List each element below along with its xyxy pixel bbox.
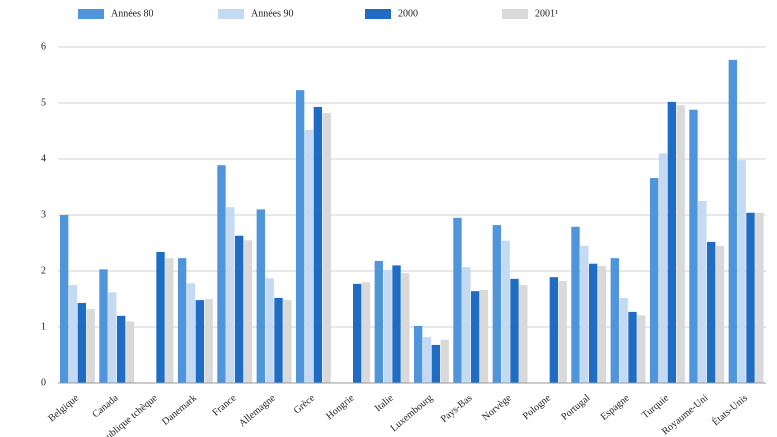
bar	[715, 245, 725, 383]
bar	[274, 297, 283, 383]
bar	[737, 160, 746, 383]
bar	[698, 201, 707, 383]
bar	[59, 215, 69, 383]
bar	[177, 258, 187, 383]
y-tick-label: 0	[41, 377, 46, 388]
bar	[431, 344, 441, 383]
legend-label: 2000	[398, 8, 418, 19]
legend-label: 2001¹	[535, 8, 558, 19]
bar	[353, 283, 362, 383]
x-tick-label: Italie	[373, 392, 396, 414]
bar	[637, 315, 646, 383]
bar	[580, 245, 589, 383]
bar	[322, 113, 331, 383]
bar	[501, 240, 510, 383]
x-tick-label: États-Unis	[710, 392, 750, 428]
x-tick-label: France	[210, 392, 238, 418]
bar	[68, 285, 78, 383]
bar	[519, 285, 528, 383]
bar	[86, 309, 95, 383]
bar	[755, 212, 764, 383]
bar	[108, 292, 117, 383]
bar	[597, 265, 607, 383]
bar	[383, 269, 392, 383]
bar	[471, 291, 480, 383]
bar	[492, 225, 501, 383]
bar	[728, 59, 737, 383]
legend-swatch	[365, 9, 391, 19]
y-tick-label: 1	[41, 321, 46, 332]
bar	[707, 241, 716, 383]
bar	[156, 251, 165, 383]
y-tick-label: 2	[41, 265, 46, 276]
y-tick-label: 6	[41, 41, 46, 52]
x-tick-label: Allemagne	[237, 392, 278, 429]
bar	[619, 297, 628, 383]
x-tick-label: Canada	[90, 392, 120, 420]
bar	[77, 302, 87, 383]
x-tick-label: Norvège	[480, 392, 514, 423]
bar	[226, 207, 235, 383]
x-tick-label: Hongrie	[324, 392, 357, 422]
bar	[265, 278, 274, 383]
bar	[549, 277, 559, 383]
bar	[401, 273, 410, 383]
bar	[374, 260, 383, 383]
bar	[165, 258, 174, 383]
bar	[610, 258, 619, 383]
legend-swatch	[502, 9, 528, 19]
y-tick-label: 3	[41, 209, 46, 220]
bar	[99, 269, 108, 383]
bar	[510, 278, 519, 383]
x-tick-label: Belgique	[46, 392, 81, 424]
bar	[667, 101, 677, 383]
bar	[453, 217, 462, 383]
bar	[304, 129, 314, 383]
bar	[689, 109, 698, 383]
y-tick-label: 5	[41, 97, 46, 108]
x-tick-label: Danemark	[160, 393, 199, 428]
y-tick-label: 4	[41, 153, 46, 164]
bar	[125, 321, 135, 383]
bar	[313, 106, 323, 384]
bar	[676, 105, 685, 384]
bar	[204, 299, 213, 383]
bar	[361, 282, 371, 383]
x-tick-label: Luxembourg	[389, 393, 436, 435]
x-tick-label: Portugal	[559, 392, 592, 422]
bar	[479, 290, 489, 383]
bar	[243, 240, 253, 383]
bar	[462, 267, 471, 383]
bar	[422, 337, 432, 383]
x-tick-label: Pays-Bas	[439, 393, 475, 425]
x-tick-label: Espagne	[599, 392, 632, 423]
x-tick-label: Grèce	[292, 392, 318, 416]
bar	[413, 325, 423, 383]
bar	[558, 281, 567, 383]
bar	[571, 226, 580, 383]
bar	[186, 283, 196, 383]
bar	[746, 212, 755, 383]
legend-swatch	[78, 9, 104, 19]
bar	[440, 339, 449, 383]
bar	[256, 209, 265, 383]
bar	[235, 235, 244, 383]
bar	[392, 265, 401, 383]
bar	[117, 315, 126, 383]
bar	[589, 263, 598, 383]
legend-swatch	[218, 9, 244, 19]
bar	[658, 153, 668, 383]
legend-label: Années 90	[251, 8, 294, 19]
bar	[283, 300, 292, 383]
x-tick-label: Turquie	[640, 392, 671, 421]
bar	[295, 90, 305, 384]
bar	[628, 311, 637, 383]
legend-label: Années 80	[111, 8, 154, 19]
x-tick-label: Pologne	[521, 392, 554, 422]
bar	[217, 165, 226, 383]
bar	[195, 300, 205, 383]
bar	[649, 178, 659, 383]
